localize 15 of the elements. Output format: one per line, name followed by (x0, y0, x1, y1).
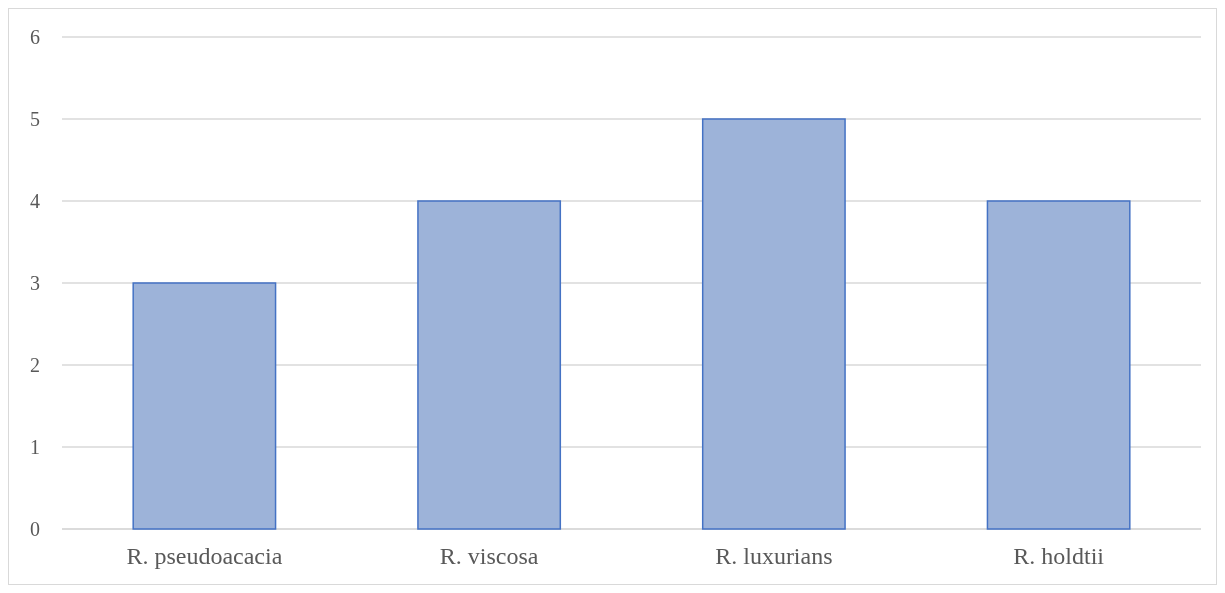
y-tick-label: 6 (30, 26, 40, 48)
bar (417, 200, 562, 530)
y-tick-label: 0 (30, 518, 40, 540)
bar (132, 282, 277, 530)
y-tick-label: 1 (30, 436, 40, 458)
x-tick-label: R. viscosa (439, 543, 539, 569)
bar (701, 118, 846, 530)
x-tick-label: R. holdtii (1013, 543, 1105, 569)
x-tick-label: R. luxurians (715, 543, 833, 569)
bar (986, 200, 1131, 530)
y-tick-label: 4 (30, 190, 40, 212)
y-tick-label: 3 (30, 272, 40, 294)
y-tick-label: 5 (30, 108, 40, 130)
x-tick-label: R. pseudoacacia (126, 543, 283, 569)
y-tick-label: 2 (30, 354, 40, 376)
